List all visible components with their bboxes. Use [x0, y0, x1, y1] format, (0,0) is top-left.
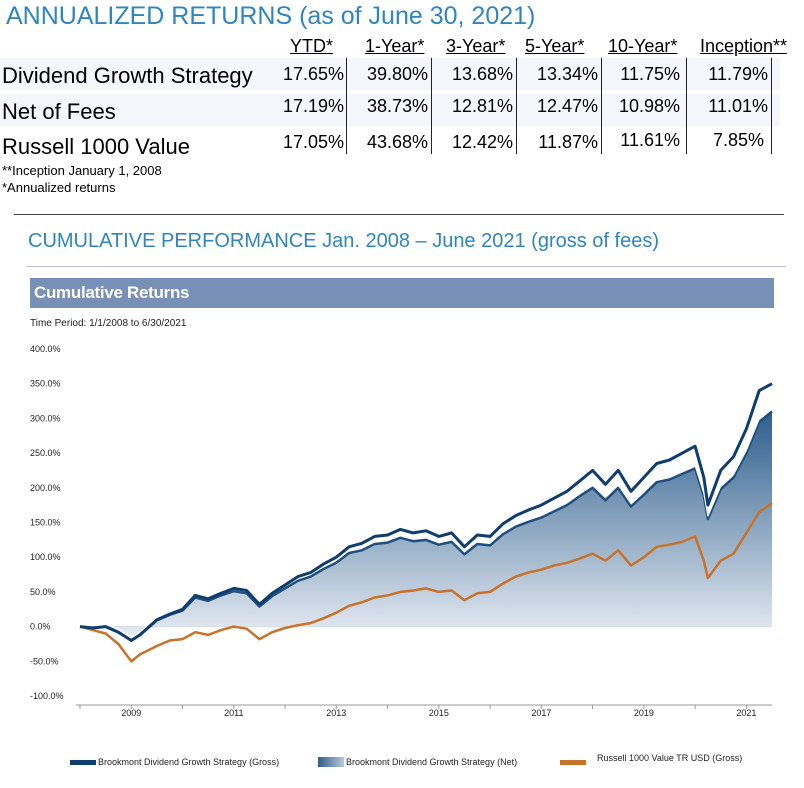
y-tick-label: 150.0% [30, 518, 61, 528]
section-underline [26, 266, 786, 267]
legend-swatch-russell [560, 760, 586, 765]
y-tick-label: 100.0% [30, 552, 61, 562]
legend-swatch-net [318, 757, 344, 767]
row-label: Dividend Growth Strategy [2, 63, 253, 88]
table-cell: 11.61% [620, 130, 680, 150]
col-header-1yr: 1-Year* [365, 36, 425, 56]
column-divider [516, 58, 517, 154]
net-area [80, 411, 772, 641]
table-cell: 10.98% [618, 96, 680, 116]
table-cell: 12.47% [536, 96, 598, 116]
table-cell: 17.65% [282, 64, 344, 84]
russell-series-line [79, 502, 773, 663]
col-header-inception: Inception** [700, 36, 788, 56]
x-tick-label: 2011 [224, 708, 243, 718]
row-label: Net of Fees [2, 99, 116, 124]
table-cell: 7.85% [712, 130, 764, 150]
legend-label-gross: Brookmont Dividend Growth Strategy (Gros… [98, 757, 280, 767]
col-header-3yr: 3-Year* [446, 36, 506, 56]
table-row-bg [0, 94, 780, 126]
y-tick-label: -50.0% [30, 656, 59, 666]
table-cell: 12.81% [451, 96, 513, 116]
table-cell: 13.68% [451, 64, 513, 84]
table-cell: 17.05% [282, 132, 344, 152]
y-tick-label: 350.0% [30, 379, 61, 389]
x-tick-label: 2021 [736, 708, 756, 718]
y-tick-label: 300.0% [30, 413, 61, 423]
y-tick-label: -100.0% [30, 691, 64, 701]
chart-title: Cumulative Returns [34, 283, 190, 302]
col-header-ytd: YTD* [290, 36, 334, 56]
column-divider [771, 58, 772, 154]
table-cell: 11.01% [708, 96, 768, 116]
section-divider [14, 214, 784, 215]
y-tick-label: 0.0% [30, 622, 51, 632]
x-tick-label: 2019 [634, 708, 654, 718]
chart-title-bar [30, 278, 774, 308]
y-tick-label: 50.0% [30, 587, 56, 597]
legend-label-russell: Russell 1000 Value TR USD (Gross) [597, 753, 743, 763]
table-cell: 11.79% [708, 64, 768, 84]
col-header-10yr: 10-Year* [608, 36, 678, 56]
y-tick-label: 400.0% [30, 344, 61, 354]
col-header-5yr: 5-Year* [525, 36, 585, 56]
y-tick-label: 200.0% [30, 483, 61, 493]
table-cell: 13.34% [536, 64, 598, 84]
returns-table-title: ANNUALIZED RETURNS (as of June 30, 2021) [6, 2, 536, 30]
table-cell: 43.68% [366, 132, 428, 152]
footnote-inception: **Inception January 1, 2008 [2, 163, 162, 178]
y-tick-label: 250.0% [30, 448, 61, 458]
table-cell: 11.87% [538, 132, 598, 152]
x-tick-label: 2013 [326, 708, 346, 718]
column-divider [686, 58, 687, 154]
column-divider [346, 58, 347, 154]
row-label: Russell 1000 Value [2, 134, 190, 159]
table-cell: 11.75% [620, 64, 680, 84]
column-divider [601, 58, 602, 154]
table-cell: 12.42% [451, 132, 513, 152]
cumulative-section-title: CUMULATIVE PERFORMANCE Jan. 2008 – June … [28, 230, 659, 252]
legend-swatch-gross [70, 760, 96, 765]
net-series-line [79, 410, 773, 642]
x-tick-label: 2015 [429, 708, 449, 718]
table-row-bg [0, 58, 780, 90]
footnote-annualized: *Annualized returns [2, 180, 116, 195]
table-cell: 38.73% [366, 96, 428, 116]
table-cell: 39.80% [366, 64, 428, 84]
gross-series-line [79, 382, 773, 642]
column-divider [431, 58, 432, 154]
x-tick-label: 2017 [531, 708, 551, 718]
chart-time-period: Time Period: 1/1/2008 to 6/30/2021 [30, 318, 187, 329]
x-tick-label: 2009 [121, 708, 141, 718]
table-cell: 17.19% [282, 96, 344, 116]
legend-label-net: Brookmont Dividend Growth Strategy (Net) [346, 757, 518, 767]
